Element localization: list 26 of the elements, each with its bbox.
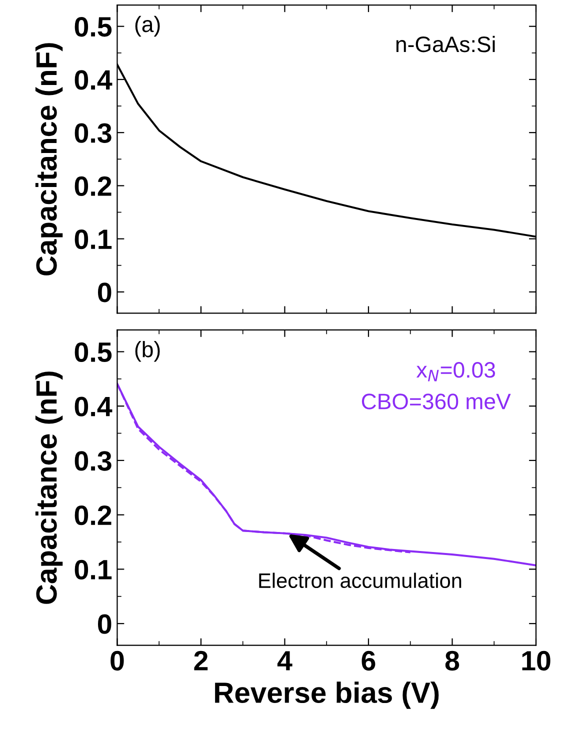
y-tick-label: 0.4: [74, 396, 112, 416]
y-axis-title: Capacitance (nF): [35, 372, 63, 604]
y-tick-label: 0.4: [74, 70, 112, 90]
annotation: n-GaAs:Si: [396, 36, 495, 52]
y-tick-label: 0.2: [74, 176, 112, 196]
y-tick-label: 0.3: [74, 451, 112, 471]
y-tick-label: 0.5: [74, 17, 112, 37]
annotation: (b): [135, 341, 160, 362]
y-tick-label: 0.1: [74, 560, 112, 580]
y-tick-label: 0: [98, 614, 112, 634]
annotation: x$_{N}$=0.03: [416, 362, 496, 382]
x-tick-label: 8: [445, 650, 460, 671]
x-tick-label: 2: [194, 650, 208, 670]
annotation: (a): [135, 16, 160, 37]
y-tick-label: 0.5: [74, 342, 112, 362]
x-tick-label: 4: [277, 651, 292, 670]
y-tick-label: 0.1: [74, 229, 112, 250]
annotation: Electron accumulation: [259, 572, 462, 588]
x-tick-label: 6: [362, 650, 376, 671]
annotation: CBO=360 meV: [362, 394, 511, 410]
y-axis-title: Capacitance (nF): [35, 43, 63, 276]
x-axis-title: Reverse bias (V): [215, 682, 439, 709]
y-tick-label: 0.2: [74, 505, 112, 526]
y-tick-label: 0.3: [74, 123, 112, 143]
x-tick-label: 10: [522, 650, 550, 671]
y-tick-label: 0: [98, 282, 112, 302]
